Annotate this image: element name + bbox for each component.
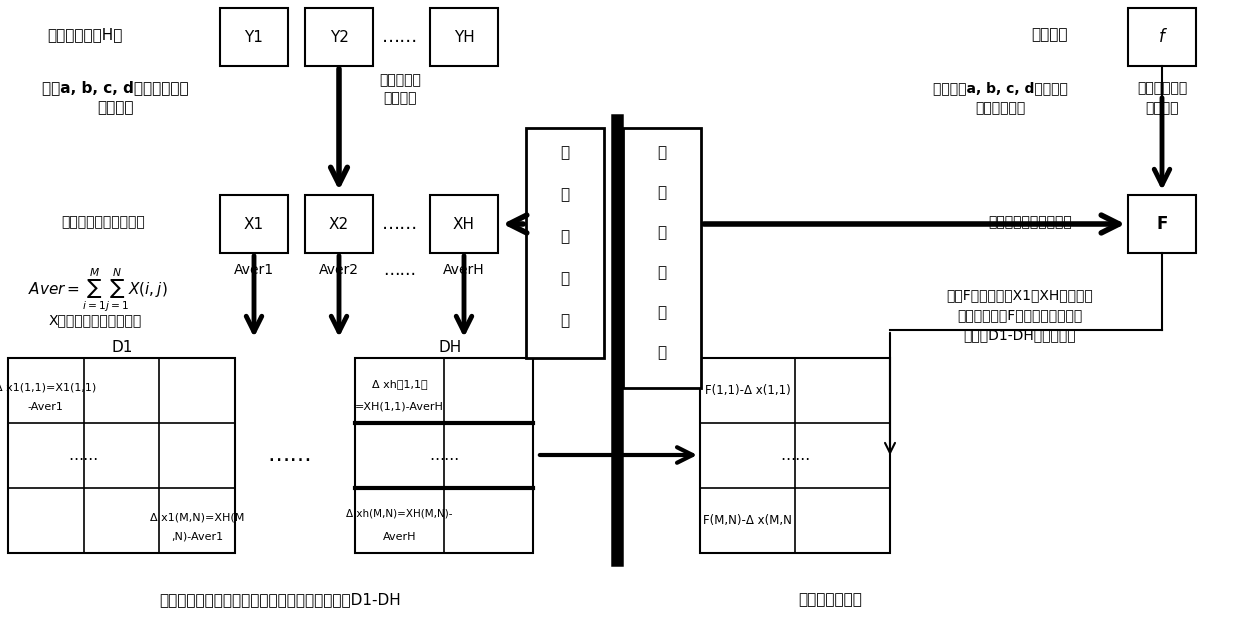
Bar: [701, 358, 890, 553]
Text: AverH: AverH: [443, 263, 485, 277]
Bar: [526, 128, 604, 358]
Text: 像: 像: [560, 314, 569, 328]
Text: Y1: Y1: [244, 30, 263, 44]
Text: YH: YH: [454, 30, 475, 44]
Text: 实: 实: [560, 146, 569, 160]
Text: 非均匀校正后黑体图像: 非均匀校正后黑体图像: [61, 215, 145, 229]
Text: Δ xh(M,N)=XH(M,N)-: Δ xh(M,N)=XH(M,N)-: [346, 509, 453, 519]
Text: ……: ……: [382, 28, 418, 46]
Text: 际: 际: [657, 185, 667, 200]
Text: ……: ……: [429, 448, 459, 463]
Text: 盲元去除: 盲元去除: [383, 91, 417, 105]
Text: 景: 景: [657, 225, 667, 240]
Text: XH: XH: [453, 216, 475, 231]
Text: ……: ……: [383, 261, 417, 279]
Text: ……: ……: [68, 448, 99, 463]
Text: 原始黑体图像H幅: 原始黑体图像H幅: [47, 28, 123, 43]
Text: 非均匀校正和: 非均匀校正和: [1137, 81, 1187, 95]
Bar: [7, 358, 236, 553]
Text: F: F: [1157, 215, 1168, 233]
Text: 图像用于标定: 图像用于标定: [975, 101, 1025, 115]
Text: 对应的D1-DH对应的差值: 对应的D1-DH对应的差值: [963, 328, 1076, 342]
Bar: [305, 8, 373, 66]
Text: -Aver1: -Aver1: [27, 402, 63, 412]
Text: 得到所有校正后像元与其对应的均值的差值矩阵D1-DH: 得到所有校正后像元与其对应的均值的差值矩阵D1-DH: [159, 592, 401, 607]
Text: ……: ……: [780, 448, 810, 463]
Text: 使用a, b, c, d四幅黑体图像: 使用a, b, c, d四幅黑体图像: [42, 80, 188, 95]
Text: 图像F各像素点从X1到XH找到与其: 图像F各像素点从X1到XH找到与其: [946, 288, 1094, 302]
Bar: [355, 358, 533, 553]
Text: Aver2: Aver2: [319, 263, 360, 277]
Text: 成: 成: [560, 272, 569, 287]
Text: 验: 验: [560, 187, 569, 202]
Bar: [1128, 195, 1197, 253]
Text: Δ x1(M,N)=XH(M: Δ x1(M,N)=XH(M: [150, 512, 244, 522]
Text: 物: 物: [657, 265, 667, 281]
Bar: [430, 8, 498, 66]
Text: 外景图像: 外景图像: [1032, 28, 1068, 43]
Text: D1: D1: [112, 339, 133, 354]
Text: 实: 实: [657, 146, 667, 160]
Text: X1: X1: [244, 216, 264, 231]
Text: F(M,N)-Δ x(M,N: F(M,N)-Δ x(M,N: [703, 514, 792, 527]
Text: X表示图像中的所有像元: X表示图像中的所有像元: [48, 313, 141, 327]
Text: $Aver=\sum_{i=1}^{M}\sum_{j=1}^{N}X(i,j)$: $Aver=\sum_{i=1}^{M}\sum_{j=1}^{N}X(i,j)…: [29, 266, 167, 314]
Text: 像: 像: [657, 345, 667, 361]
Bar: [622, 128, 701, 388]
Text: ……: ……: [268, 445, 312, 465]
Text: Δ xh（1,1）: Δ xh（1,1）: [372, 379, 428, 389]
Bar: [219, 8, 288, 66]
Text: 使用同样a, b, c, d四幅黑体: 使用同样a, b, c, d四幅黑体: [932, 81, 1068, 95]
Text: X2: X2: [329, 216, 350, 231]
Text: 成: 成: [657, 305, 667, 321]
Text: 非均匀校正: 非均匀校正: [379, 73, 420, 87]
Text: 最接近值并用F中的每个像素减去: 最接近值并用F中的每个像素减去: [957, 308, 1083, 322]
Bar: [305, 195, 373, 253]
Text: Aver1: Aver1: [234, 263, 274, 277]
Text: =XH(1,1)-AverH: =XH(1,1)-AverH: [355, 402, 444, 412]
Text: 用于标定: 用于标定: [97, 100, 133, 115]
Text: 得到最终的图像: 得到最终的图像: [799, 592, 862, 607]
Bar: [1128, 8, 1197, 66]
Text: ……: ……: [382, 215, 418, 233]
Bar: [430, 195, 498, 253]
Text: ,N)-Aver1: ,N)-Aver1: [171, 532, 223, 542]
Text: 非均匀校正后外景图像: 非均匀校正后外景图像: [988, 215, 1071, 229]
Text: Y2: Y2: [330, 30, 348, 44]
Text: F(1,1)-Δ x(1,1): F(1,1)-Δ x(1,1): [704, 384, 790, 397]
Text: f: f: [1159, 28, 1164, 46]
Text: 室: 室: [560, 229, 569, 245]
Text: Δ x1(1,1)=X1(1,1): Δ x1(1,1)=X1(1,1): [0, 383, 97, 392]
Text: AverH: AverH: [383, 532, 417, 542]
Bar: [219, 195, 288, 253]
Text: DH: DH: [439, 339, 461, 354]
Text: 盲元去除: 盲元去除: [1146, 101, 1179, 115]
